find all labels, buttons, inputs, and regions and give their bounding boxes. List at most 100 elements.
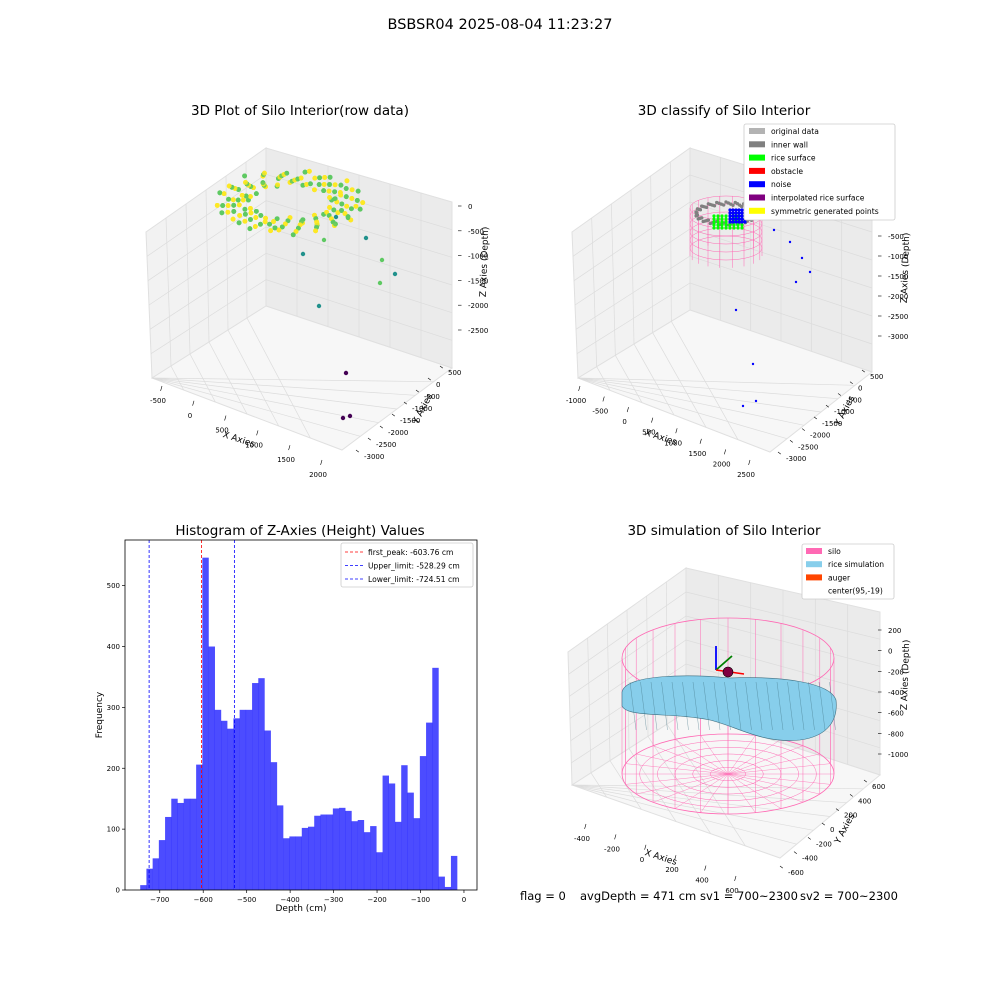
chart3-y-tick-label: 500 [107, 582, 120, 590]
histogram-bar [426, 722, 433, 890]
footer-avg-depth: avgDepth = 471 cm [580, 889, 697, 903]
chart1-z-tick-label: -1500 [468, 277, 488, 285]
noise-point [728, 208, 732, 212]
rice-surface-mesh [703, 681, 710, 731]
silo-floor-spoke [625, 773, 729, 785]
noise-point [737, 211, 741, 215]
inner-wall-point [694, 214, 698, 218]
chart4-z-tick-label: -800 [888, 730, 904, 738]
raw-point [242, 218, 248, 224]
raw-point-outlier [321, 237, 327, 243]
raw-point [253, 208, 259, 214]
rice-surface-point [724, 217, 728, 221]
raw-point [217, 190, 223, 196]
chart3-x-tick-label: −400 [281, 896, 300, 904]
rice-surface-point [728, 226, 732, 230]
chart1-y-tick [367, 437, 371, 441]
noise-point [737, 214, 741, 218]
chart1-y-tick-label: -500 [424, 393, 440, 401]
chart2-y-tick [825, 404, 829, 408]
silo-floor-spoke [636, 773, 729, 795]
chart4-title: 3D simulation of Silo Interior [627, 523, 821, 539]
raw-point [282, 221, 288, 227]
raw-point [272, 225, 278, 231]
noise-outlier [772, 228, 776, 232]
raw-point [343, 186, 349, 191]
raw-point [284, 170, 290, 176]
raw-point [243, 180, 248, 185]
noise-point [731, 208, 735, 212]
wall-grid-line [147, 200, 453, 281]
chart2-y-tick [801, 428, 805, 431]
chart4-y-tick [793, 851, 797, 855]
chart2-legend-label: obstacle [771, 167, 803, 176]
histogram-bar [401, 765, 408, 890]
silo-floor-spoke [727, 773, 782, 809]
histogram-bar [444, 886, 452, 890]
chart4-legend-label: silo [828, 547, 841, 556]
chart2-x-tick-label: 500 [642, 429, 655, 437]
chart4-y-tick-label: -400 [802, 855, 818, 863]
raw-point [314, 221, 320, 227]
chart3-x-tick-label: −600 [194, 896, 213, 904]
noise-point [731, 220, 735, 224]
histogram-bar [270, 762, 278, 890]
raw-point-outlier [340, 415, 346, 421]
chart1-x-tick [256, 430, 259, 436]
rice-surface-mesh [724, 681, 731, 731]
chart1-z-tick-label: -1000 [468, 253, 488, 261]
raw-point [339, 201, 345, 207]
chart1-y-tick-label: -2500 [376, 441, 396, 449]
chart3-legend: first_peak: -603.76 cm Upper_limit: -528.… [340, 542, 474, 588]
histogram-bar [320, 814, 327, 890]
floor-grid-line [189, 353, 216, 403]
chart4-x-tick [614, 834, 617, 840]
rice-simulation-surface [621, 675, 837, 741]
footer-flag: flag = 0 [520, 889, 566, 903]
raw-point [253, 215, 259, 220]
histogram-bar [146, 868, 153, 890]
chart3-legend-frame [340, 542, 474, 588]
histogram-bar [171, 798, 178, 890]
chart2-legend-label: symmetric generated points [771, 207, 879, 216]
raw-point [302, 169, 308, 175]
rice-surface-point [712, 214, 716, 218]
raw-point [321, 182, 327, 187]
chart4-legend-label: rice simulation [828, 560, 884, 569]
histogram-bar [351, 821, 358, 890]
histogram-bar [245, 709, 253, 890]
chart3-legend-label: Upper_limit: -528.29 cm [368, 562, 460, 571]
chart2-x-tick-label: 2000 [713, 460, 731, 468]
chart1-z-tick-label: -500 [468, 228, 484, 236]
inner-wall-point [731, 203, 735, 207]
floor-grid-line [577, 377, 788, 440]
silo-floor-spoke [652, 773, 729, 803]
raw-point [268, 228, 274, 234]
rice-surface-mesh [829, 681, 836, 731]
chart4-y-tick-label: 600 [872, 783, 885, 791]
chart2-y-tick-label: -1000 [834, 408, 854, 416]
histogram-bar [339, 807, 346, 890]
chart1-y-tick-label: -1000 [412, 405, 432, 413]
histogram-bar [326, 814, 334, 890]
raw-point [327, 195, 332, 200]
noise-point [740, 208, 744, 212]
raw-point [279, 224, 285, 230]
histogram-bar [376, 852, 383, 890]
floor-grid-line [246, 317, 311, 439]
chart2-x-tick-label: -500 [592, 408, 608, 416]
floor-grid-line [571, 784, 797, 845]
raw-point-outlier [316, 303, 322, 309]
rice-surface-point [712, 220, 716, 224]
raw-point [258, 221, 263, 227]
rice-surface-mesh [671, 681, 679, 731]
rice-surface-point [712, 217, 716, 221]
raw-point-outlier [363, 235, 369, 241]
chart4-x-tick [674, 855, 677, 861]
chart4-x-tick [704, 865, 707, 871]
floor-grid-line [227, 329, 279, 427]
chart2-title: 3D classify of Silo Interior [637, 103, 811, 119]
raw-point [230, 197, 236, 203]
chart2-zlabel: Z Axies (Depth) [900, 233, 912, 304]
